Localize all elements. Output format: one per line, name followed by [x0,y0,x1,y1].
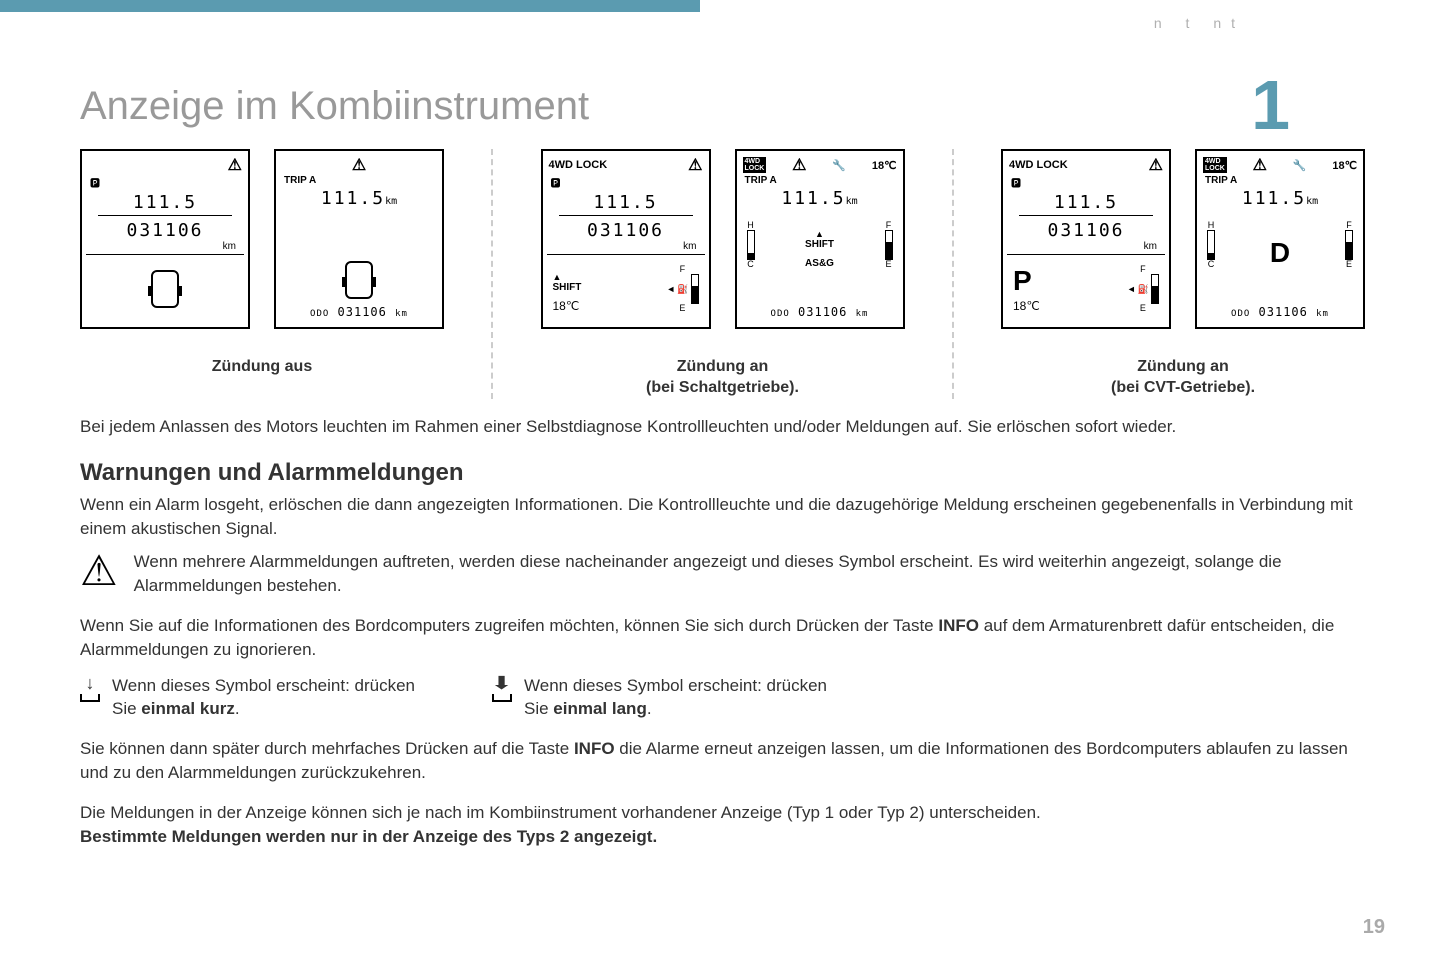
trip-value: 111.5 [321,188,385,209]
temp-value: 18℃ [1332,159,1357,172]
group-ignition-off: ⚠ 🅿 111.5 031106 km ⚠ TRIP A 111.5km [80,149,444,378]
temp-gauge: HC [1207,221,1215,269]
odo-value: 031106 [86,220,244,241]
km-unit: km [846,196,858,207]
page-title: Anzeige im Kombiinstrument [80,84,1365,129]
intro-paragraph: Bei jedem Anlassen des Motors leuchten i… [80,415,1365,439]
service-icon: 🔧 [1293,159,1307,172]
odo-label: ODO [771,309,790,319]
trip-value: 111.5 [1007,192,1165,213]
shift-label: SHIFT [553,282,582,293]
fuel-gauge: F ◄⛽ E [1127,265,1159,313]
km-unit: km [856,309,869,319]
trip-label: TRIP A [280,175,438,186]
trip-value: 111.5 [86,192,244,213]
odo-value: 031106 [338,305,387,319]
section-heading: Warnungen und Alarmmeldungen [80,459,1365,487]
gear-indicator: P [1013,265,1040,297]
press-instructions: ↓ Wenn dieses Symbol erscheint: drücken … [80,674,1365,722]
odo-label: ODO [310,309,329,319]
header-breadcrumb: n t nt [1154,15,1245,31]
km-unit: km [1316,309,1329,319]
parking-icon: 🅿 [1007,175,1165,190]
km-unit: km [547,241,705,252]
page-number: 19 [1363,916,1385,939]
lcd-off-type2: ⚠ TRIP A 111.5km ODO 031106 km [274,149,444,329]
lcd-cvt-type1: 4WD LOCK⚠ 🅿 111.5 031106 km P 18℃ [1001,149,1171,329]
km-unit: km [395,309,408,319]
display-row: ⚠ 🅿 111.5 031106 km ⚠ TRIP A 111.5km [80,149,1365,399]
temp-gauge: HC [747,221,755,269]
km-unit: km [1306,196,1318,207]
warning-icon: ⚠ [80,550,118,592]
parking-icon: 🅿 [547,175,705,190]
temp-value: 18℃ [1013,299,1040,313]
fuel-gauge: FE [1345,221,1353,269]
car-door-icon [345,261,373,299]
paragraph: Wenn Sie auf die Informationen des Bordc… [80,614,1365,662]
paragraph: Wenn ein Alarm losgeht, erlöschen die da… [80,493,1365,541]
alert-note: ⚠ Wenn mehrere Alarmmeldungen auftreten,… [80,550,1365,598]
caption-manual: Zündung an(bei Schaltgetriebe). [646,357,799,399]
chapter-number: 1 [1251,70,1290,140]
accent-bar [0,0,700,12]
trip-value: 111.5 [547,192,705,213]
temp-value: 18℃ [872,159,897,172]
separator [952,149,954,399]
km-unit: km [86,241,244,252]
press-long-icon: ⬇ [492,674,512,702]
lcd-cvt-type2: 4WDLOCK ⚠ 🔧 18℃ TRIP A 111.5km HC D FE O… [1195,149,1365,329]
km-unit: km [1007,241,1165,252]
trip-label: TRIP A [1201,175,1359,186]
caption-cvt: Zündung an(bei CVT-Getriebe). [1111,357,1255,399]
temp-value: 18℃ [553,299,582,313]
4wd-label: 4WD LOCK [549,159,608,171]
alert-text: Wenn mehrere Alarmmeldungen auftreten, w… [134,550,1365,598]
odo-value: 031106 [547,220,705,241]
caption-off: Zündung aus [212,357,312,378]
lcd-manual-type1: 4WD LOCK⚠ 🅿 111.5 031106 km ▲ SHIFT 18℃ [541,149,711,329]
fuel-gauge: FE [885,221,893,269]
car-door-icon [151,270,179,308]
group-ignition-on-manual: 4WD LOCK⚠ 🅿 111.5 031106 km ▲ SHIFT 18℃ [541,149,905,399]
press-short-icon: ↓ [80,674,100,702]
trip-value: 111.5 [781,188,845,209]
fuel-gauge: F ◄⛽ E [666,265,698,313]
paragraph: Sie können dann später durch mehrfaches … [80,737,1365,785]
service-icon: 🔧 [832,159,846,172]
parking-icon: 🅿 [86,175,244,190]
trip-value: 111.5 [1242,188,1306,209]
trip-label: TRIP A [741,175,899,186]
lcd-off-type1: ⚠ 🅿 111.5 031106 km [80,149,250,329]
gear-indicator: D [1270,237,1290,269]
group-ignition-on-cvt: 4WD LOCK⚠ 🅿 111.5 031106 km P 18℃ [1001,149,1365,399]
press-long: ⬇ Wenn dieses Symbol erscheint: drücken … [492,674,844,722]
4wd-label: 4WD LOCK [1009,159,1068,171]
odo-value: 031106 [1259,305,1308,319]
odo-label: ODO [1231,309,1250,319]
odo-value: 031106 [798,305,847,319]
press-short: ↓ Wenn dieses Symbol erscheint: drücken … [80,674,432,722]
odo-value: 031106 [1007,220,1165,241]
asg-label: AS&G [805,258,834,269]
lcd-manual-type2: 4WDLOCK ⚠ 🔧 18℃ TRIP A 111.5km HC ▲ SHIF… [735,149,905,329]
paragraph: Die Meldungen in der Anzeige können sich… [80,801,1365,849]
separator [491,149,493,399]
km-unit: km [385,196,397,207]
shift-label: SHIFT [805,239,834,250]
